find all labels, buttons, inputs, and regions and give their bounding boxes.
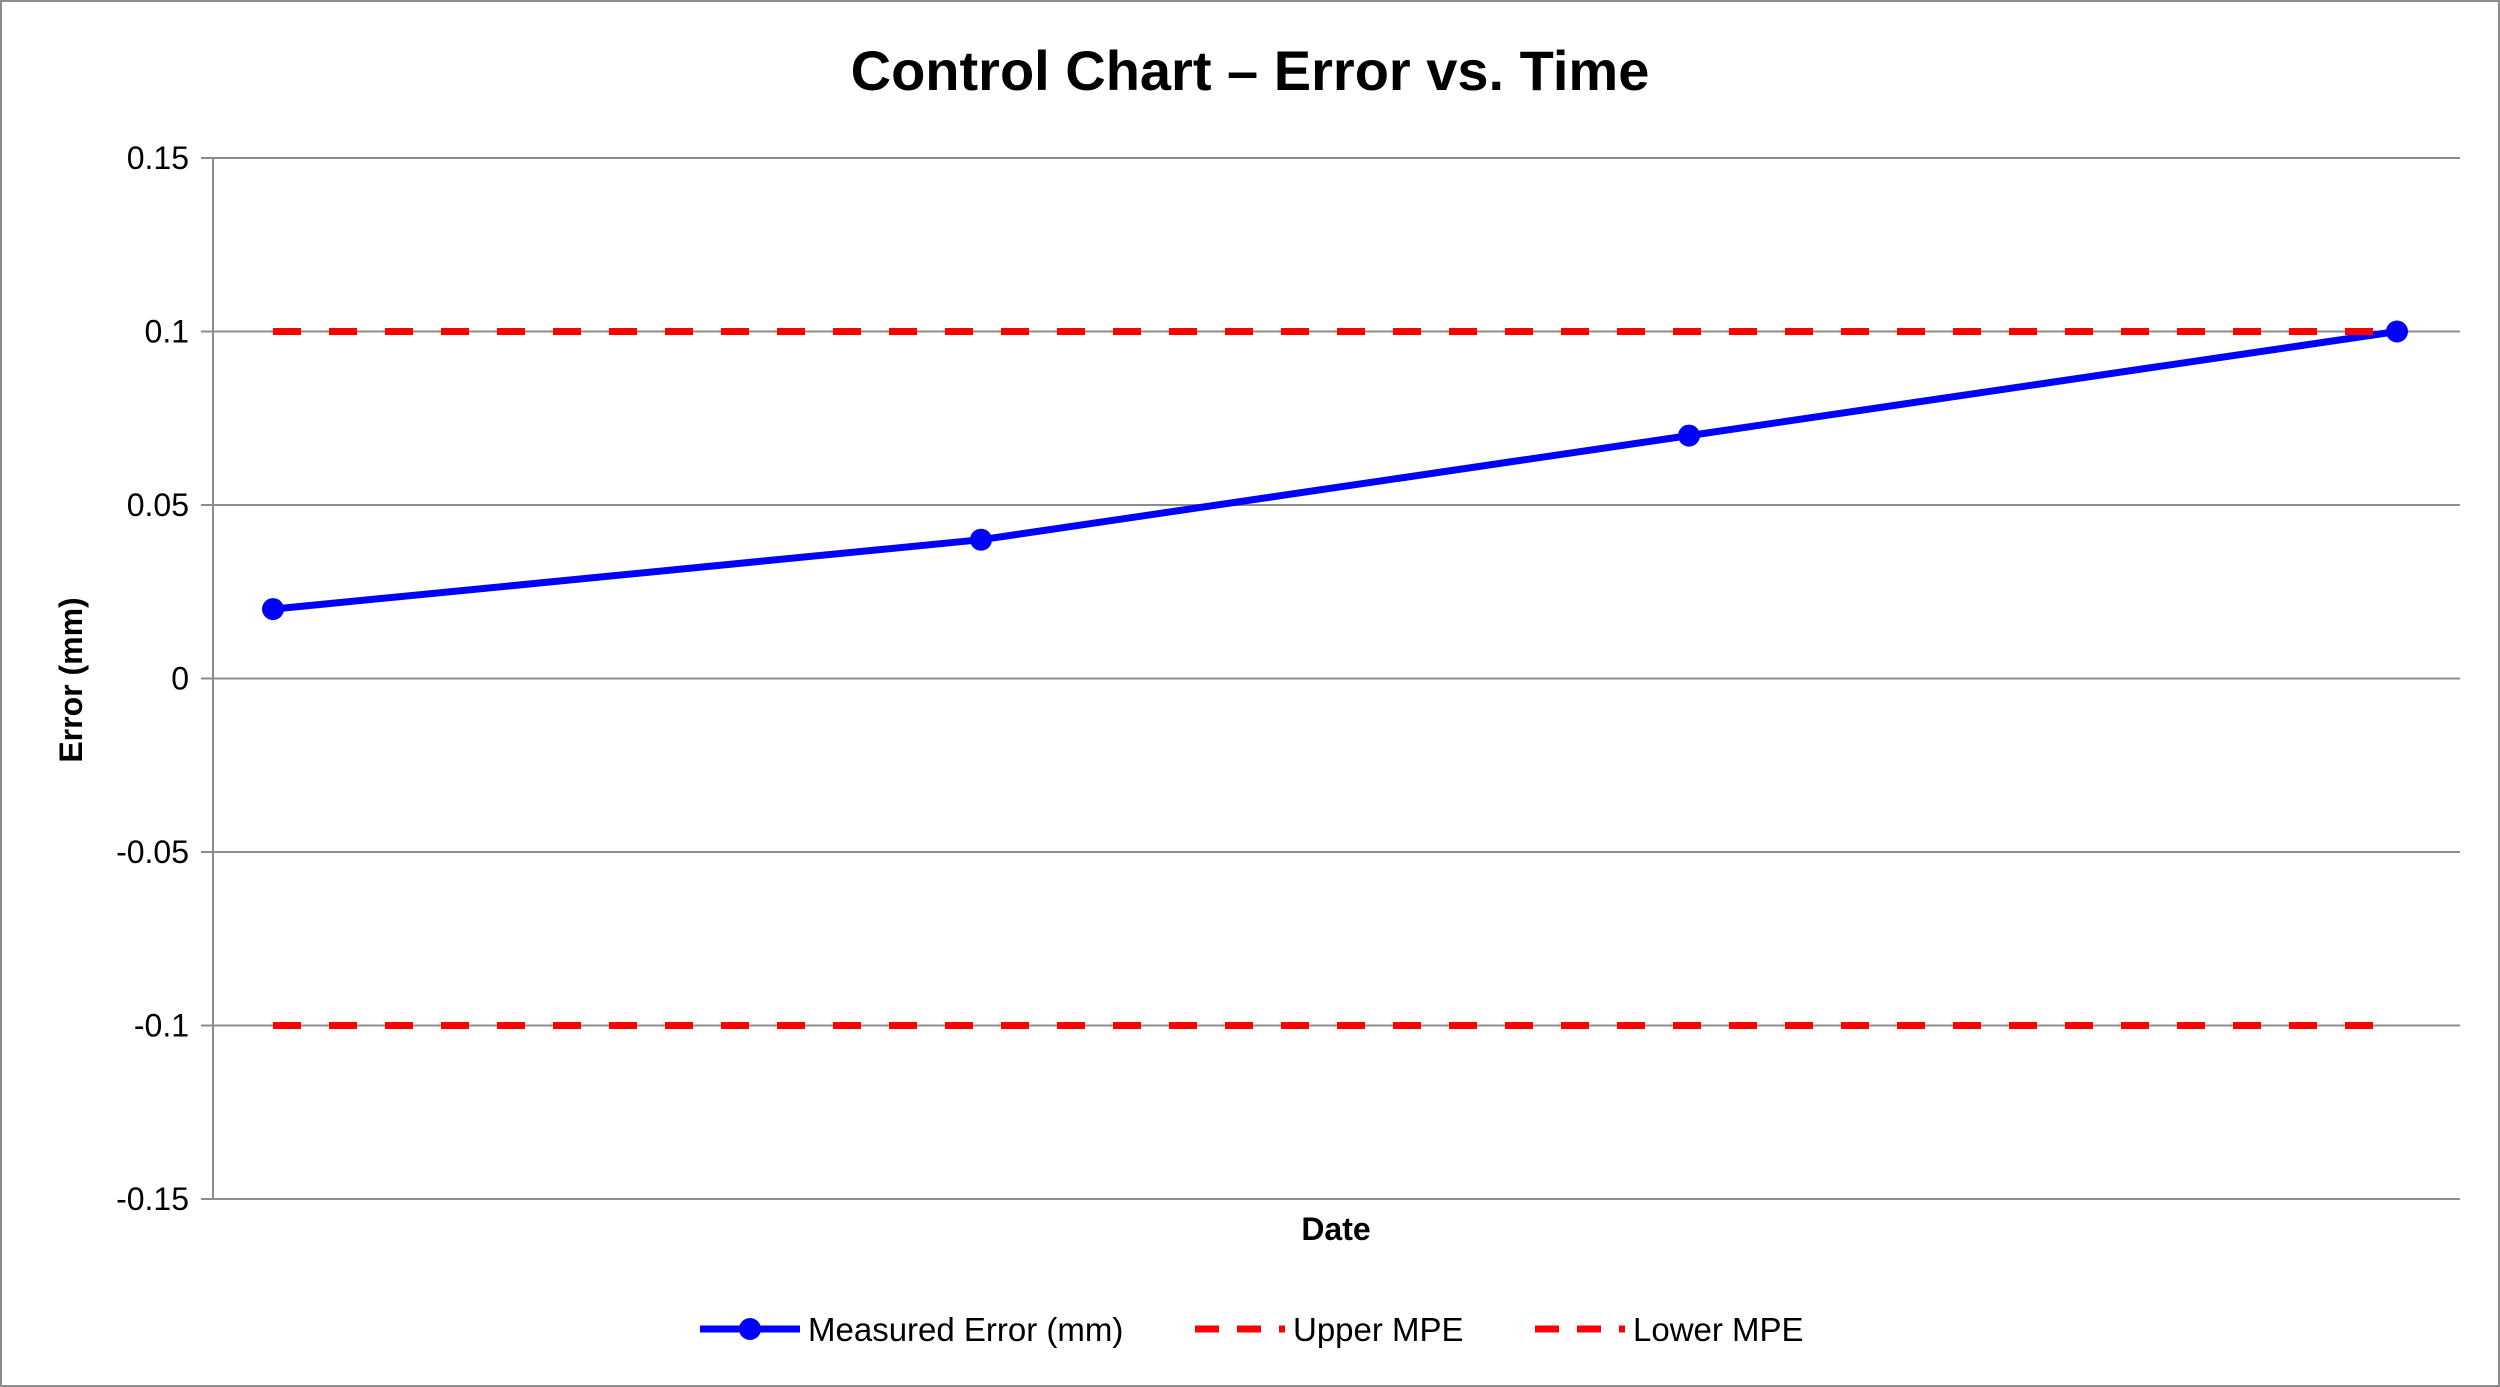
y-tick-label: -0.05 bbox=[116, 834, 189, 870]
y-tick-label: 0.15 bbox=[127, 140, 189, 176]
data-point-marker bbox=[2386, 320, 2408, 343]
data-point-marker bbox=[1678, 424, 1700, 447]
series-line-1 bbox=[272, 328, 2398, 613]
gridlines bbox=[213, 157, 2460, 1200]
legend: Measured Error (mm) Upper MPE Lower MPE bbox=[700, 1311, 1804, 1348]
y-tick-label: 0 bbox=[171, 661, 189, 697]
y-tick-label: 0.05 bbox=[127, 487, 189, 523]
y-tick-label: 0.1 bbox=[145, 314, 189, 350]
x-axis-title: Date bbox=[1301, 1211, 1370, 1247]
legend-marker bbox=[739, 1318, 761, 1340]
y-tick-labels: 0.15 0.1 0.05 0 -0.05 -0.1 -0.15 bbox=[116, 140, 189, 1217]
y-tick-label: -0.15 bbox=[116, 1181, 189, 1217]
axes bbox=[201, 157, 214, 1200]
legend-label-3: Lower MPE bbox=[1633, 1311, 1804, 1348]
data-point-marker bbox=[262, 598, 284, 621]
series-lines bbox=[262, 320, 2408, 1029]
y-tick-label: -0.1 bbox=[134, 1008, 189, 1044]
y-axis-title: Error (mm) bbox=[53, 597, 89, 762]
legend-label-1: Measured Error (mm) bbox=[808, 1311, 1123, 1348]
chart-title: Control Chart – Error vs. Time bbox=[851, 39, 1650, 102]
legend-label-2: Upper MPE bbox=[1293, 1311, 1464, 1348]
data-point-marker bbox=[970, 528, 992, 551]
